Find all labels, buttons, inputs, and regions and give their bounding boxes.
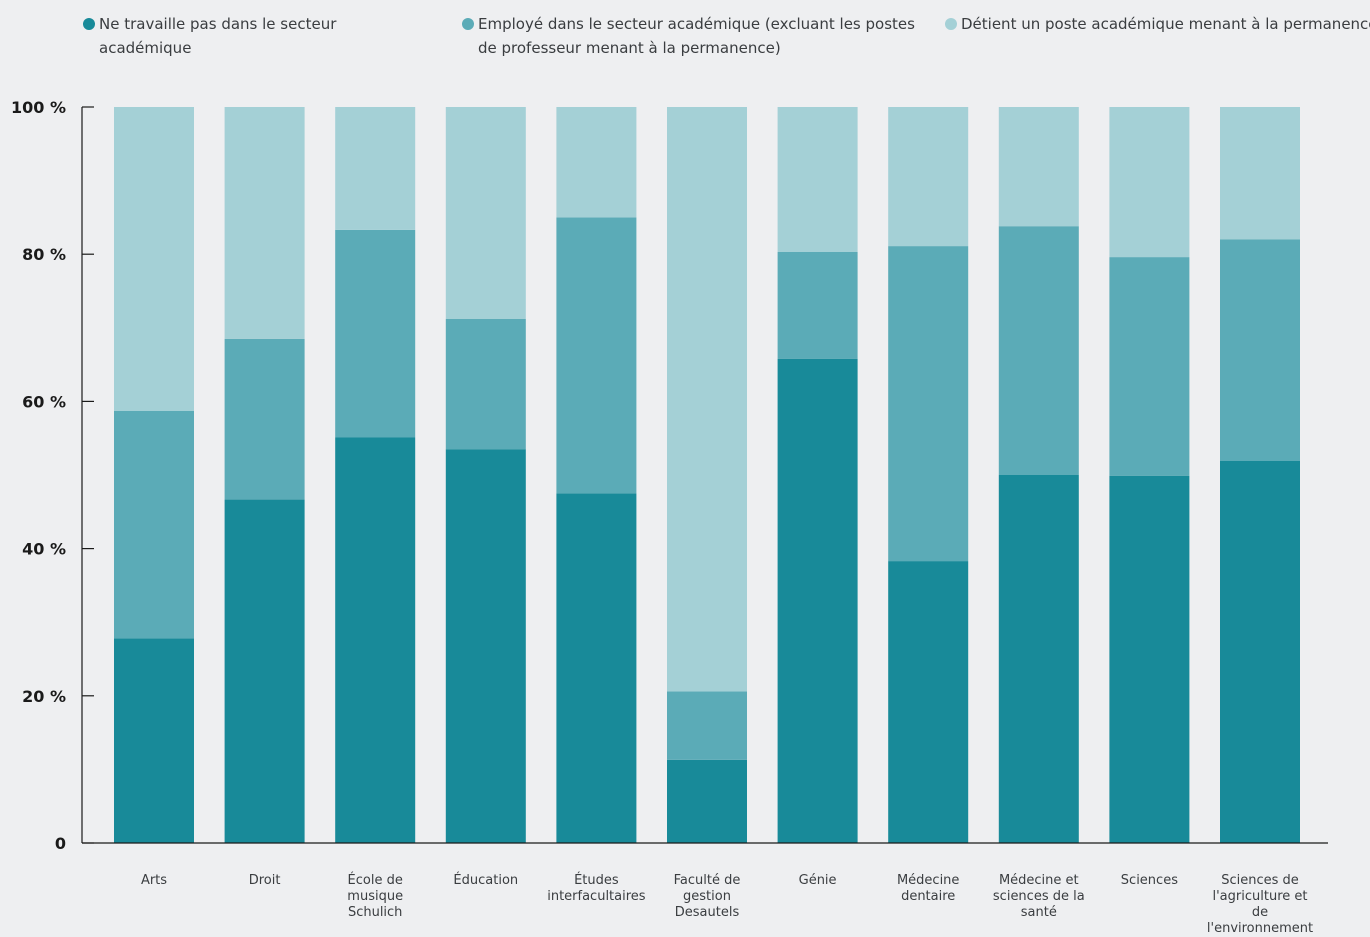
x-category-label-7: Médecine dentaire (896, 873, 960, 904)
bar-segment-series-0-cat-4 (556, 493, 637, 843)
x-category-label-6: Génie (798, 873, 837, 888)
x-category-label-10: Sciences de l'agriculture et de l'enviro… (1206, 873, 1314, 936)
x-category-label-3: Éducation (453, 873, 519, 888)
bar-segment-series-0-cat-0 (114, 638, 194, 843)
bar-segment-series-2-cat-9 (1109, 107, 1190, 258)
bar-segment-series-1-cat-1 (224, 338, 305, 500)
bar-segment-series-1-cat-4 (556, 217, 637, 494)
bar-segment-series-0-cat-7 (888, 561, 969, 843)
bar-segment-series-1-cat-3 (445, 319, 526, 450)
bar-segment-series-2-cat-4 (556, 107, 637, 218)
bar-segment-series-1-cat-8 (998, 226, 1079, 475)
x-category-label-0: Arts (140, 873, 168, 888)
legend-item-non-academic: Ne travaille pas dans le secteur académi… (83, 12, 428, 60)
legend-label-tenure-track: Détient un poste académique menant à la … (961, 15, 1370, 33)
x-category-label-2: École de musique Schulich (347, 873, 404, 920)
bar-segment-series-0-cat-2 (335, 437, 416, 843)
bar-segment-series-2-cat-0 (114, 107, 194, 411)
bar-segment-series-2-cat-10 (1220, 107, 1300, 240)
legend-item-tenure-track: Détient un poste académique menant à la … (945, 12, 1370, 36)
bar-segment-series-2-cat-1 (224, 107, 305, 339)
bar-segment-series-2-cat-2 (335, 107, 416, 230)
x-category-label-4: Études interfacultaires (547, 873, 646, 904)
x-category-label-1: Droit (248, 873, 281, 888)
bar-segment-series-2-cat-3 (445, 107, 526, 319)
bar-segment-series-1-cat-5 (667, 691, 747, 760)
legend-label-academic-non-tenure: Employé dans le secteur académique (excl… (478, 15, 915, 57)
bar-segment-series-0-cat-10 (1220, 461, 1300, 843)
x-category-label-5: Faculté de gestion Desautels (673, 873, 741, 920)
y-tick-label-0: 0 (55, 834, 66, 853)
legend-dot-non-academic (83, 18, 95, 30)
legend-dot-academic-non-tenure (462, 18, 474, 30)
bar-segment-series-2-cat-5 (667, 107, 747, 692)
bar-segment-series-0-cat-9 (1109, 475, 1190, 843)
y-tick-label-5: 100 % (11, 98, 66, 117)
bar-segment-series-0-cat-6 (777, 358, 858, 843)
x-category-label-8: Médecine et sciences de la santé (992, 873, 1085, 920)
legend-label-non-academic: Ne travaille pas dans le secteur académi… (99, 15, 337, 57)
bar-segment-series-0-cat-8 (998, 475, 1079, 843)
legend-item-academic-non-tenure: Employé dans le secteur académique (excl… (462, 12, 922, 60)
bar-segment-series-1-cat-10 (1220, 239, 1300, 461)
y-tick-label-4: 80 % (22, 245, 66, 264)
y-tick-label-1: 20 % (22, 687, 66, 706)
x-category-label-9: Sciences (1120, 873, 1178, 888)
y-tick-label-3: 60 % (22, 392, 66, 411)
legend-dot-tenure-track (945, 18, 957, 30)
bar-segment-series-0-cat-5 (667, 759, 747, 843)
bar-segment-series-2-cat-8 (998, 107, 1079, 227)
bar-segment-series-0-cat-1 (224, 499, 305, 843)
bar-segment-series-1-cat-6 (777, 252, 858, 359)
bar-segment-series-2-cat-6 (777, 107, 858, 252)
bar-segment-series-1-cat-7 (888, 246, 969, 562)
bar-segment-series-1-cat-2 (335, 229, 416, 438)
bar-segment-series-2-cat-7 (888, 107, 969, 247)
bar-segment-series-1-cat-0 (114, 411, 194, 639)
bar-segment-series-0-cat-3 (445, 449, 526, 843)
y-tick-label-2: 40 % (22, 540, 66, 559)
bar-segment-series-1-cat-9 (1109, 257, 1190, 476)
